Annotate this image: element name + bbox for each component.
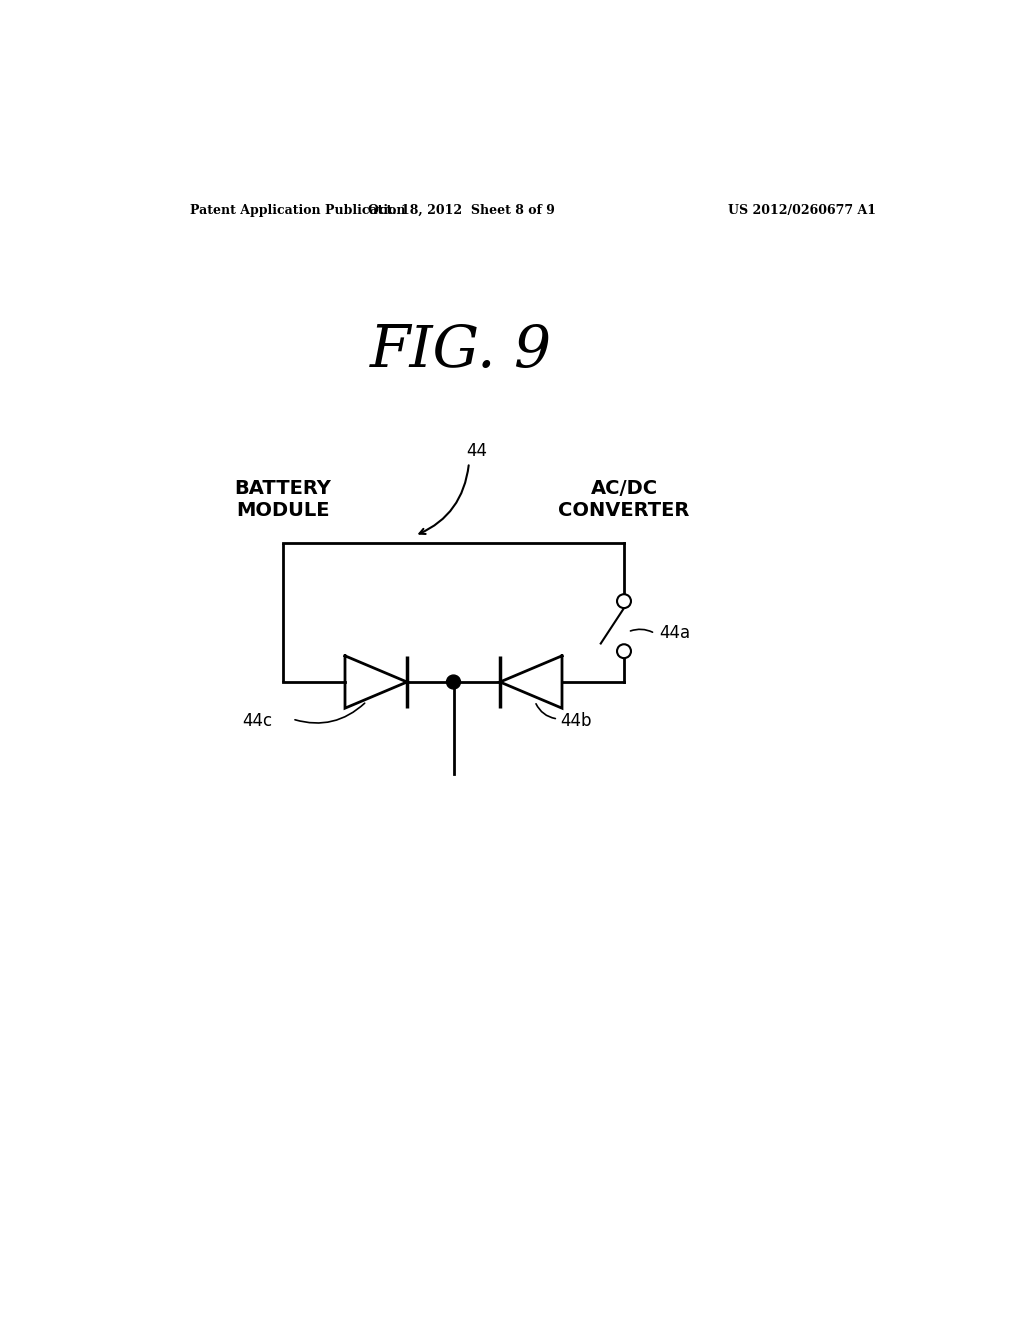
Text: Oct. 18, 2012  Sheet 8 of 9: Oct. 18, 2012 Sheet 8 of 9 bbox=[368, 205, 555, 218]
Text: BATTERY
MODULE: BATTERY MODULE bbox=[234, 479, 332, 520]
Circle shape bbox=[617, 644, 631, 659]
Text: FIG. 9: FIG. 9 bbox=[371, 322, 552, 379]
Text: US 2012/0260677 A1: US 2012/0260677 A1 bbox=[728, 205, 877, 218]
Text: 44a: 44a bbox=[658, 624, 690, 643]
Text: AC/DC
CONVERTER: AC/DC CONVERTER bbox=[558, 479, 690, 520]
Text: 44: 44 bbox=[466, 442, 487, 459]
Text: 44b: 44b bbox=[560, 711, 592, 730]
Text: Patent Application Publication: Patent Application Publication bbox=[190, 205, 406, 218]
Text: 44c: 44c bbox=[243, 711, 272, 730]
Circle shape bbox=[617, 594, 631, 609]
Circle shape bbox=[446, 675, 461, 689]
